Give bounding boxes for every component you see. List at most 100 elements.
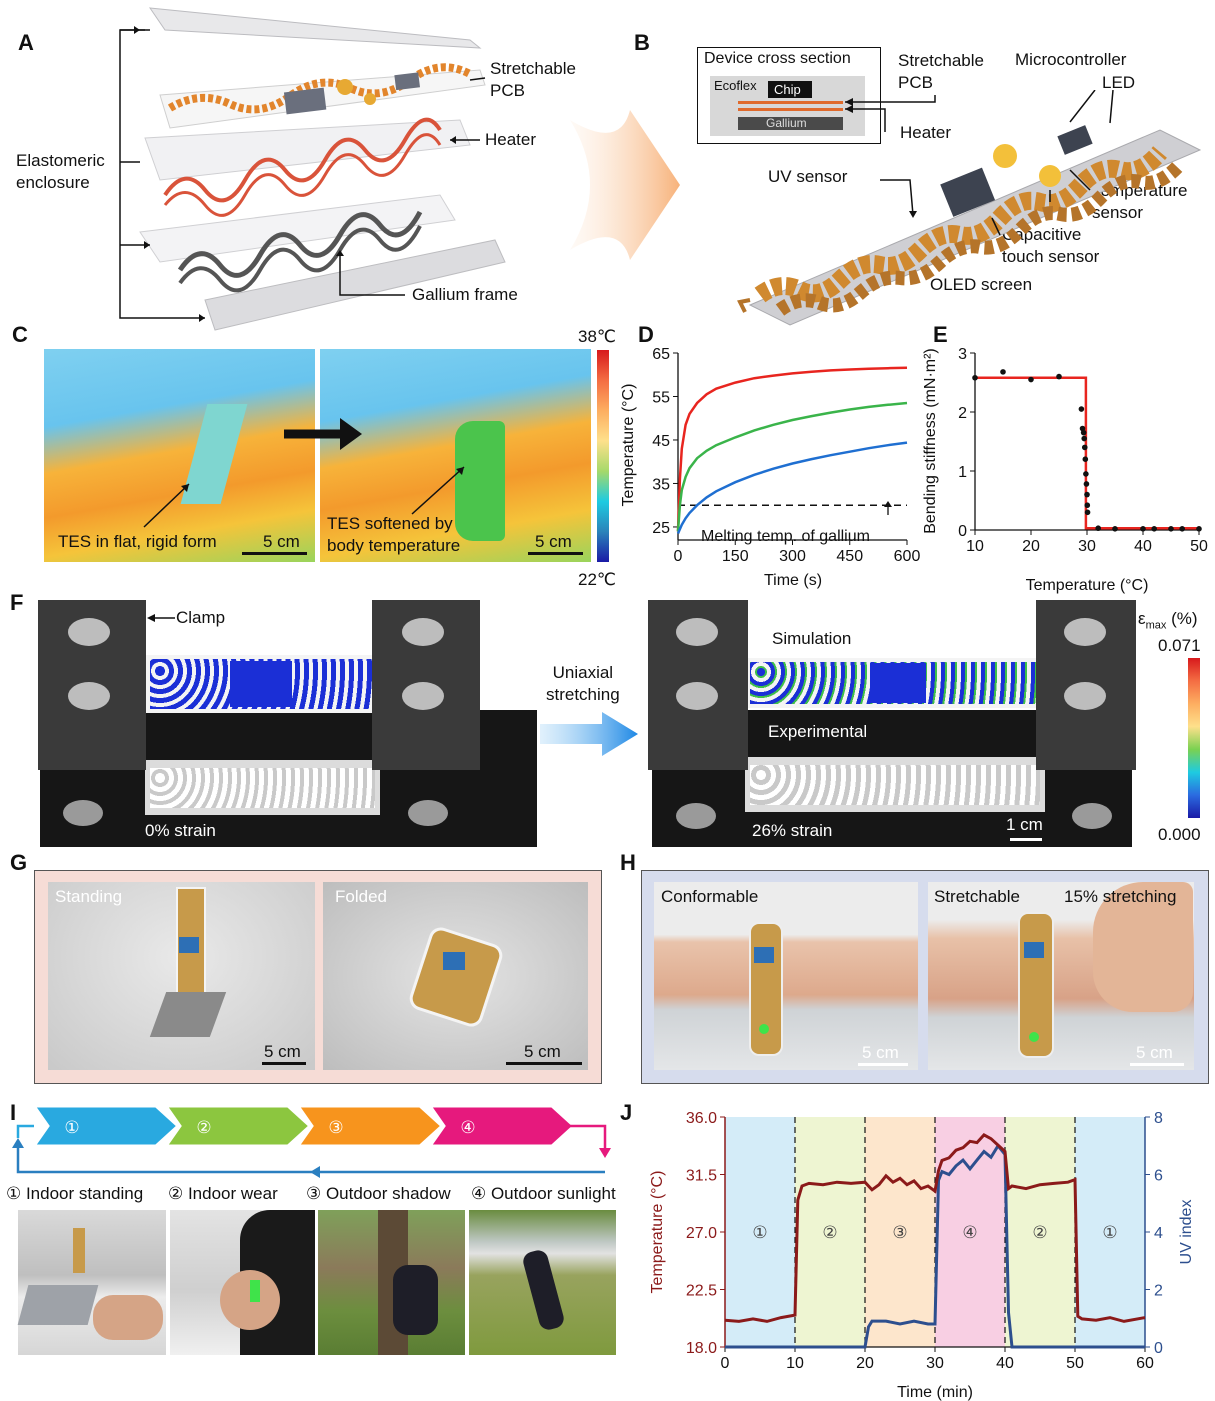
label-conformable: Conformable — [661, 887, 759, 906]
photo-outdoor-shadow — [318, 1210, 465, 1355]
scale-bar-f — [1010, 838, 1042, 841]
x-tick-label: 40 — [996, 1355, 1014, 1372]
data-point — [1081, 444, 1088, 451]
photo-indoor-standing — [17, 1210, 166, 1355]
photo-standing — [48, 882, 315, 1070]
caption-tes-softened: TES softened by body temperature — [327, 514, 461, 555]
data-point — [1078, 406, 1085, 412]
y-axis-label: Temperature (°C) — [649, 1171, 666, 1294]
photo-conformable — [654, 882, 918, 1070]
label-capacitive-touch-sensor: Capacitive touch sensor — [1002, 225, 1100, 266]
x-tick-label: 450 — [836, 548, 863, 565]
label-strain-left: 0% strain — [145, 821, 216, 840]
scale-label-f: 1 cm — [1006, 815, 1043, 834]
x-tick-label: 10 — [966, 538, 984, 555]
top-enclosure-layer — [148, 7, 482, 49]
scale-label-c-left: 5 cm — [263, 532, 300, 551]
colorbar-f-title: εmax (%) — [1138, 609, 1198, 631]
x-tick-label: 300 — [779, 548, 806, 565]
x-tick-label: 0 — [674, 548, 683, 565]
label-uv-sensor: UV sensor — [768, 167, 848, 186]
series-line-1 — [676, 366, 908, 532]
step-chevron-4 — [427, 1104, 577, 1148]
scale-label-h-left: 5 cm — [862, 1043, 899, 1062]
data-point — [1140, 526, 1146, 532]
clamp-arrow — [147, 614, 175, 622]
led-arm-right — [1029, 1032, 1039, 1042]
y2-tick-label: 6 — [1154, 1168, 1163, 1185]
y-tick-label: 31.5 — [686, 1168, 717, 1185]
data-point — [1056, 373, 1062, 380]
data-point — [1084, 491, 1090, 498]
photo-indoor-wear — [170, 1210, 315, 1355]
panel-label-e: E — [933, 322, 948, 347]
scale-bar-g-left — [262, 1062, 306, 1065]
y2-axis-label: UV index — [1178, 1200, 1195, 1265]
stretch-arrow — [540, 712, 638, 756]
step-chevron-3 — [295, 1104, 445, 1148]
data-point — [1084, 509, 1091, 516]
panel-a-exploded-view — [119, 7, 506, 331]
cs-chip — [768, 81, 812, 98]
data-point — [1084, 502, 1091, 509]
caption-indoor-wear: ② Indoor wear — [168, 1184, 278, 1203]
temperature-line — [724, 1133, 1146, 1323]
label-heater-a: Heater — [485, 130, 537, 149]
simulation-chip-right — [870, 663, 926, 703]
x-tick-label: 20 — [856, 1355, 874, 1372]
x-tick-label: 40 — [1134, 538, 1152, 555]
scale-bar-h-left — [858, 1063, 908, 1066]
colorbar-f-symbol: ε — [1138, 609, 1146, 628]
photo-folded — [323, 882, 588, 1070]
caption-outdoor-sunlight: ④ Outdoor sunlight — [471, 1184, 616, 1203]
y-axis-label: Bending stiffness (mN·m²) — [922, 348, 939, 534]
cs-gallium-label: Gallium — [766, 116, 807, 130]
panel-label-b: B — [634, 30, 650, 55]
x-tick-label: 50 — [1190, 538, 1208, 555]
loop-return-line — [16, 1144, 605, 1174]
step-number-3: ③ — [328, 1118, 343, 1137]
y2-tick-label: 2 — [1154, 1283, 1163, 1300]
label-clamp: Clamp — [176, 608, 226, 627]
y2-tick-label: 4 — [1154, 1225, 1163, 1242]
y-tick-label: 35 — [652, 476, 670, 493]
annotation-arrowhead — [884, 501, 892, 507]
base-screw — [676, 803, 716, 829]
step-chevron-2 — [163, 1104, 313, 1148]
label-oled-screen: OLED screen — [930, 275, 1033, 294]
panel-label-a: A — [18, 30, 34, 55]
loop-right-arrowhead — [599, 1148, 611, 1158]
colorbar-f-min: 0.000 — [1158, 825, 1201, 844]
cross-section-title: Device cross section — [704, 50, 851, 67]
x-tick-label: 150 — [722, 548, 749, 565]
y-tick-label: 3 — [958, 346, 967, 363]
data-point — [1000, 369, 1006, 375]
region-label-5: ② — [1032, 1223, 1047, 1242]
y-tick-label: 0 — [958, 523, 967, 540]
cs-heater-layer — [738, 108, 843, 111]
scale-bar-c-left — [242, 552, 307, 555]
y2-tick-label: 8 — [1154, 1110, 1163, 1127]
data-point — [1080, 429, 1087, 436]
cross-section-box: Device cross section Ecoflex Chip Galliu… — [697, 47, 881, 144]
clamp-screw — [68, 682, 110, 710]
colorbar-f-subscript: max — [1145, 619, 1167, 632]
y-tick-label: 45 — [652, 433, 670, 450]
panel-label-f: F — [10, 590, 24, 615]
chart-d: 0 150 300 450 600 25 35 45 55 65 Time (s) Temperatu… — [620, 346, 920, 589]
y-tick-label: 36.0 — [686, 1110, 717, 1127]
stand — [149, 992, 227, 1037]
scale-bar-h-right — [1130, 1063, 1184, 1066]
region-label-1: ① — [752, 1223, 767, 1242]
scale-label-c-right: 5 cm — [535, 532, 572, 551]
flexed-arm — [1093, 882, 1193, 1012]
region-label-2: ② — [822, 1223, 837, 1242]
keyboard — [17, 1285, 99, 1325]
cs-gallium-layer — [738, 117, 843, 130]
clamp-right-b — [1036, 600, 1136, 770]
colorbar-c-min: 22℃ — [578, 570, 617, 589]
clamp-screw — [68, 618, 110, 646]
region-5 — [1005, 1117, 1075, 1347]
label-experimental: Experimental — [768, 722, 868, 741]
x-tick-label: 30 — [926, 1355, 944, 1372]
